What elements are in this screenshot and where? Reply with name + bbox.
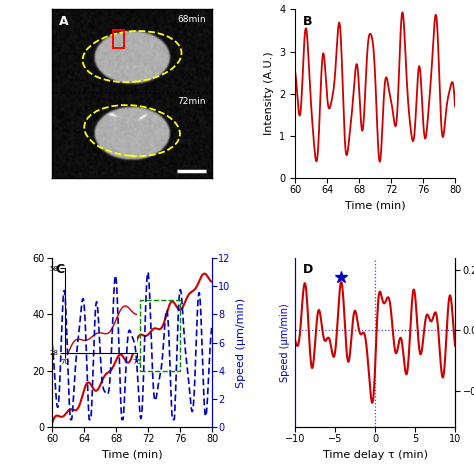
Bar	[140, 301, 180, 371]
Text: C: C	[55, 264, 64, 276]
Y-axis label: Speed (μm/min): Speed (μm/min)	[280, 303, 290, 382]
Text: 72min: 72min	[177, 97, 206, 106]
Y-axis label: Intensity (A.U.): Intensity (A.U.)	[264, 52, 273, 136]
Bar	[113, 30, 124, 48]
X-axis label: Time (min): Time (min)	[102, 450, 163, 460]
X-axis label: Time delay τ (min): Time delay τ (min)	[323, 450, 428, 460]
Text: D: D	[303, 264, 313, 276]
Text: 68min: 68min	[177, 15, 206, 24]
Y-axis label: Speed (μm/min): Speed (μm/min)	[236, 298, 246, 388]
Text: A: A	[58, 15, 68, 27]
Text: B: B	[303, 15, 313, 27]
X-axis label: Time (min): Time (min)	[345, 201, 405, 211]
